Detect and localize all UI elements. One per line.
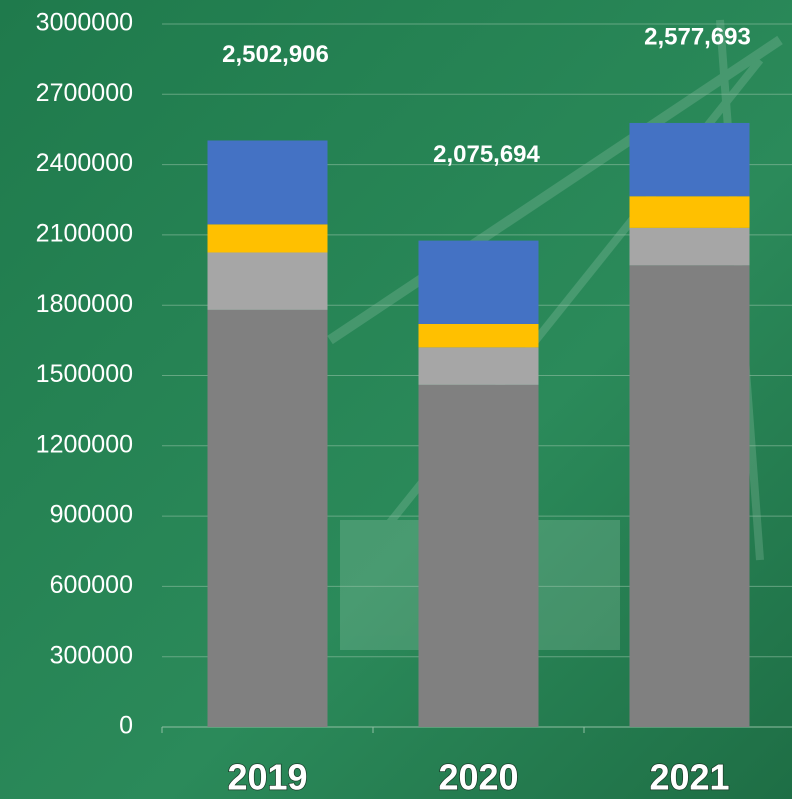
- total-label: 2,577,693: [644, 23, 751, 50]
- y-tick-label: 2100000: [36, 220, 133, 248]
- y-tick-label: 1500000: [36, 360, 133, 388]
- bar-segment: [629, 122, 750, 197]
- y-tick-label: 2400000: [36, 149, 133, 177]
- y-tick-label: 1800000: [36, 290, 133, 318]
- y-tick-label: 900000: [50, 501, 133, 529]
- bar-segment: [418, 347, 539, 385]
- bar-segment: [418, 240, 539, 324]
- y-tick-label: 0: [119, 712, 133, 740]
- y-tick-label: 2700000: [36, 79, 133, 107]
- x-tick-label: 2021: [649, 757, 729, 798]
- y-tick-label: 300000: [50, 641, 133, 669]
- bar-segment: [629, 227, 750, 266]
- total-label: 2,075,694: [433, 141, 540, 168]
- bar-segment: [418, 323, 539, 348]
- x-tick-label: 2020: [438, 757, 518, 798]
- y-tick-label: 600000: [50, 571, 133, 599]
- y-tick-label: 3000000: [36, 9, 133, 37]
- bar-segment: [629, 196, 750, 228]
- total-label: 2,502,906: [222, 41, 329, 68]
- bar-segment: [418, 384, 539, 727]
- bar-segment: [207, 309, 328, 727]
- bar-segment: [207, 140, 328, 225]
- bar-segment: [207, 252, 328, 310]
- y-tick-label: 1200000: [36, 430, 133, 458]
- x-tick-label: 2019: [227, 757, 307, 798]
- bar-segment: [629, 265, 750, 727]
- bar-segment: [207, 224, 328, 253]
